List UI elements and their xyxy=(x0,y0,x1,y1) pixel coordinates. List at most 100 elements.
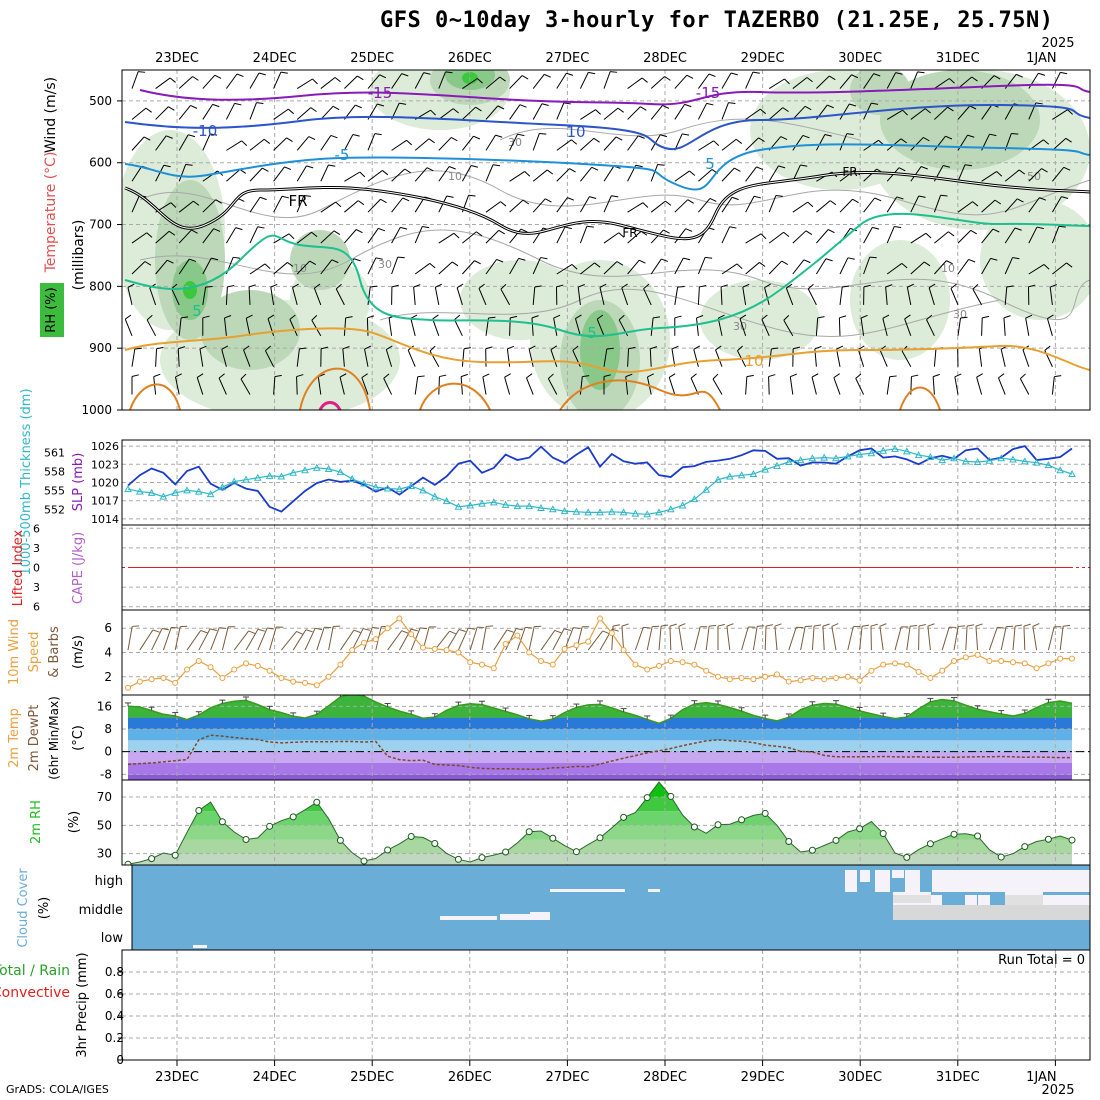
wind-barb-staff xyxy=(413,286,416,305)
wind-barb-staff xyxy=(721,263,738,275)
thickness-marker xyxy=(324,464,333,472)
wind-barb-flag xyxy=(357,200,365,206)
wind-barb-flag xyxy=(760,108,766,115)
upper-wind-barb xyxy=(555,284,564,305)
upper-wind-barb xyxy=(1025,314,1033,336)
wind-speed-marker xyxy=(785,678,792,685)
upper-wind-barb xyxy=(957,201,979,213)
wind-speed-marker xyxy=(266,667,273,674)
wind-barb-staff xyxy=(596,318,605,337)
pressure-tick-label: 600 xyxy=(89,156,112,170)
slp-tick-label: 1023 xyxy=(91,458,119,471)
pressure-tick-label: 900 xyxy=(89,341,112,355)
wind-barb-flag xyxy=(519,104,527,108)
rh-marker xyxy=(218,818,226,826)
upper-wind-barb xyxy=(320,201,342,213)
wind-barb-staff xyxy=(388,317,393,336)
wind-barb-flag xyxy=(869,256,877,259)
upper-wind-barb xyxy=(603,195,619,213)
wind-barb-staff xyxy=(462,106,476,120)
wind-barb-flag xyxy=(1060,71,1068,75)
wind-barb-staff xyxy=(556,102,565,120)
wind-barb-staff xyxy=(414,226,423,244)
wind-barb-flag xyxy=(683,257,691,261)
wind-barb-flag xyxy=(836,345,844,350)
upper-wind-barb xyxy=(296,136,316,151)
rh-contour-label: 10 xyxy=(293,262,307,275)
wind-speed-marker xyxy=(243,660,249,667)
wind-barb-staff xyxy=(273,137,287,151)
thickness-marker xyxy=(218,483,227,491)
wind-barb-staff xyxy=(186,630,202,651)
wind-barb-flag xyxy=(359,171,366,178)
wind-barb-flag xyxy=(594,262,601,268)
upper-wind-barb xyxy=(225,285,235,305)
wind-barb-staff xyxy=(367,133,376,151)
wind-barb-staff xyxy=(910,261,925,275)
upper-wind-barb xyxy=(296,231,318,244)
upper-wind-barb xyxy=(462,106,482,120)
upper-wind-barb xyxy=(218,373,227,395)
day-label-top: 24DEC xyxy=(253,51,297,66)
wind-barb-flag xyxy=(463,347,471,350)
wind-barb-staff xyxy=(446,629,460,651)
wind-barb-staff xyxy=(506,348,511,367)
surface-wind-barb xyxy=(446,629,466,651)
wind-barb-flag xyxy=(643,283,650,289)
wind-barb-staff xyxy=(697,73,710,89)
upper-wind-barb xyxy=(320,134,338,151)
upper-wind-barb xyxy=(177,346,186,367)
wind-barb-flag xyxy=(288,233,295,240)
wind-barb-staff xyxy=(155,230,170,244)
rh-marker xyxy=(832,836,840,844)
wind-barb-flag xyxy=(296,630,304,635)
upper-wind-barb xyxy=(485,164,501,182)
upper-wind-barb xyxy=(815,316,825,336)
wind-barb-staff xyxy=(225,103,236,120)
wind-barb-staff xyxy=(882,318,888,336)
isotherm-label: FR xyxy=(842,165,857,179)
wind-tick-label: 4 xyxy=(104,646,112,660)
wind-barb-staff xyxy=(988,627,998,651)
wind-barb-flag xyxy=(1012,257,1020,260)
wind-barb-flag xyxy=(213,228,221,232)
wind-barb-staff xyxy=(674,199,689,213)
wind-barb-flag xyxy=(805,230,813,236)
wind-barb-flag xyxy=(879,623,887,627)
wind-barb-staff xyxy=(678,626,684,651)
slp-tick-label: 1017 xyxy=(91,495,119,508)
wind-barb-staff xyxy=(556,168,570,182)
wind-barb-flag xyxy=(972,201,979,207)
clear-sky-patch xyxy=(550,889,620,892)
wind-barb-flag xyxy=(264,263,271,269)
wind-barb-staff xyxy=(174,626,181,651)
wind-barb-staff xyxy=(674,74,688,89)
surface-wind-barb xyxy=(717,623,725,651)
temperature-band xyxy=(128,740,1072,752)
cape-axis-label: CAPE (J/kg) xyxy=(71,532,86,604)
rh-contour-line xyxy=(139,229,1090,321)
day-label-bottom: 30DEC xyxy=(838,1070,882,1085)
wind-barb-staff xyxy=(1049,286,1053,305)
wind-barb-flag xyxy=(641,77,648,83)
upper-wind-barb xyxy=(225,73,244,89)
surface-wind-barb xyxy=(245,628,265,651)
upper-wind-barb xyxy=(155,230,176,244)
wind-barb-staff xyxy=(650,76,665,89)
wind-barb-flag xyxy=(474,260,481,265)
wind-barb-flag xyxy=(1063,166,1071,171)
upper-wind-barb xyxy=(320,164,336,182)
wind-barb-flag xyxy=(202,315,210,319)
rh-marker xyxy=(950,830,958,838)
wind-barb-flag xyxy=(774,623,782,627)
wind-barb-flag xyxy=(507,345,515,350)
wind-barb-flag xyxy=(257,628,265,632)
surface-wind-barb xyxy=(1032,623,1040,651)
wind-barb-flag xyxy=(495,134,503,138)
wind-barb-flag xyxy=(1018,169,1026,175)
rh-axis-label: 2m RH xyxy=(29,800,44,844)
wind-barb-flag xyxy=(270,283,278,288)
upper-wind-barb xyxy=(839,133,854,151)
surface-wind-barb xyxy=(646,625,660,651)
